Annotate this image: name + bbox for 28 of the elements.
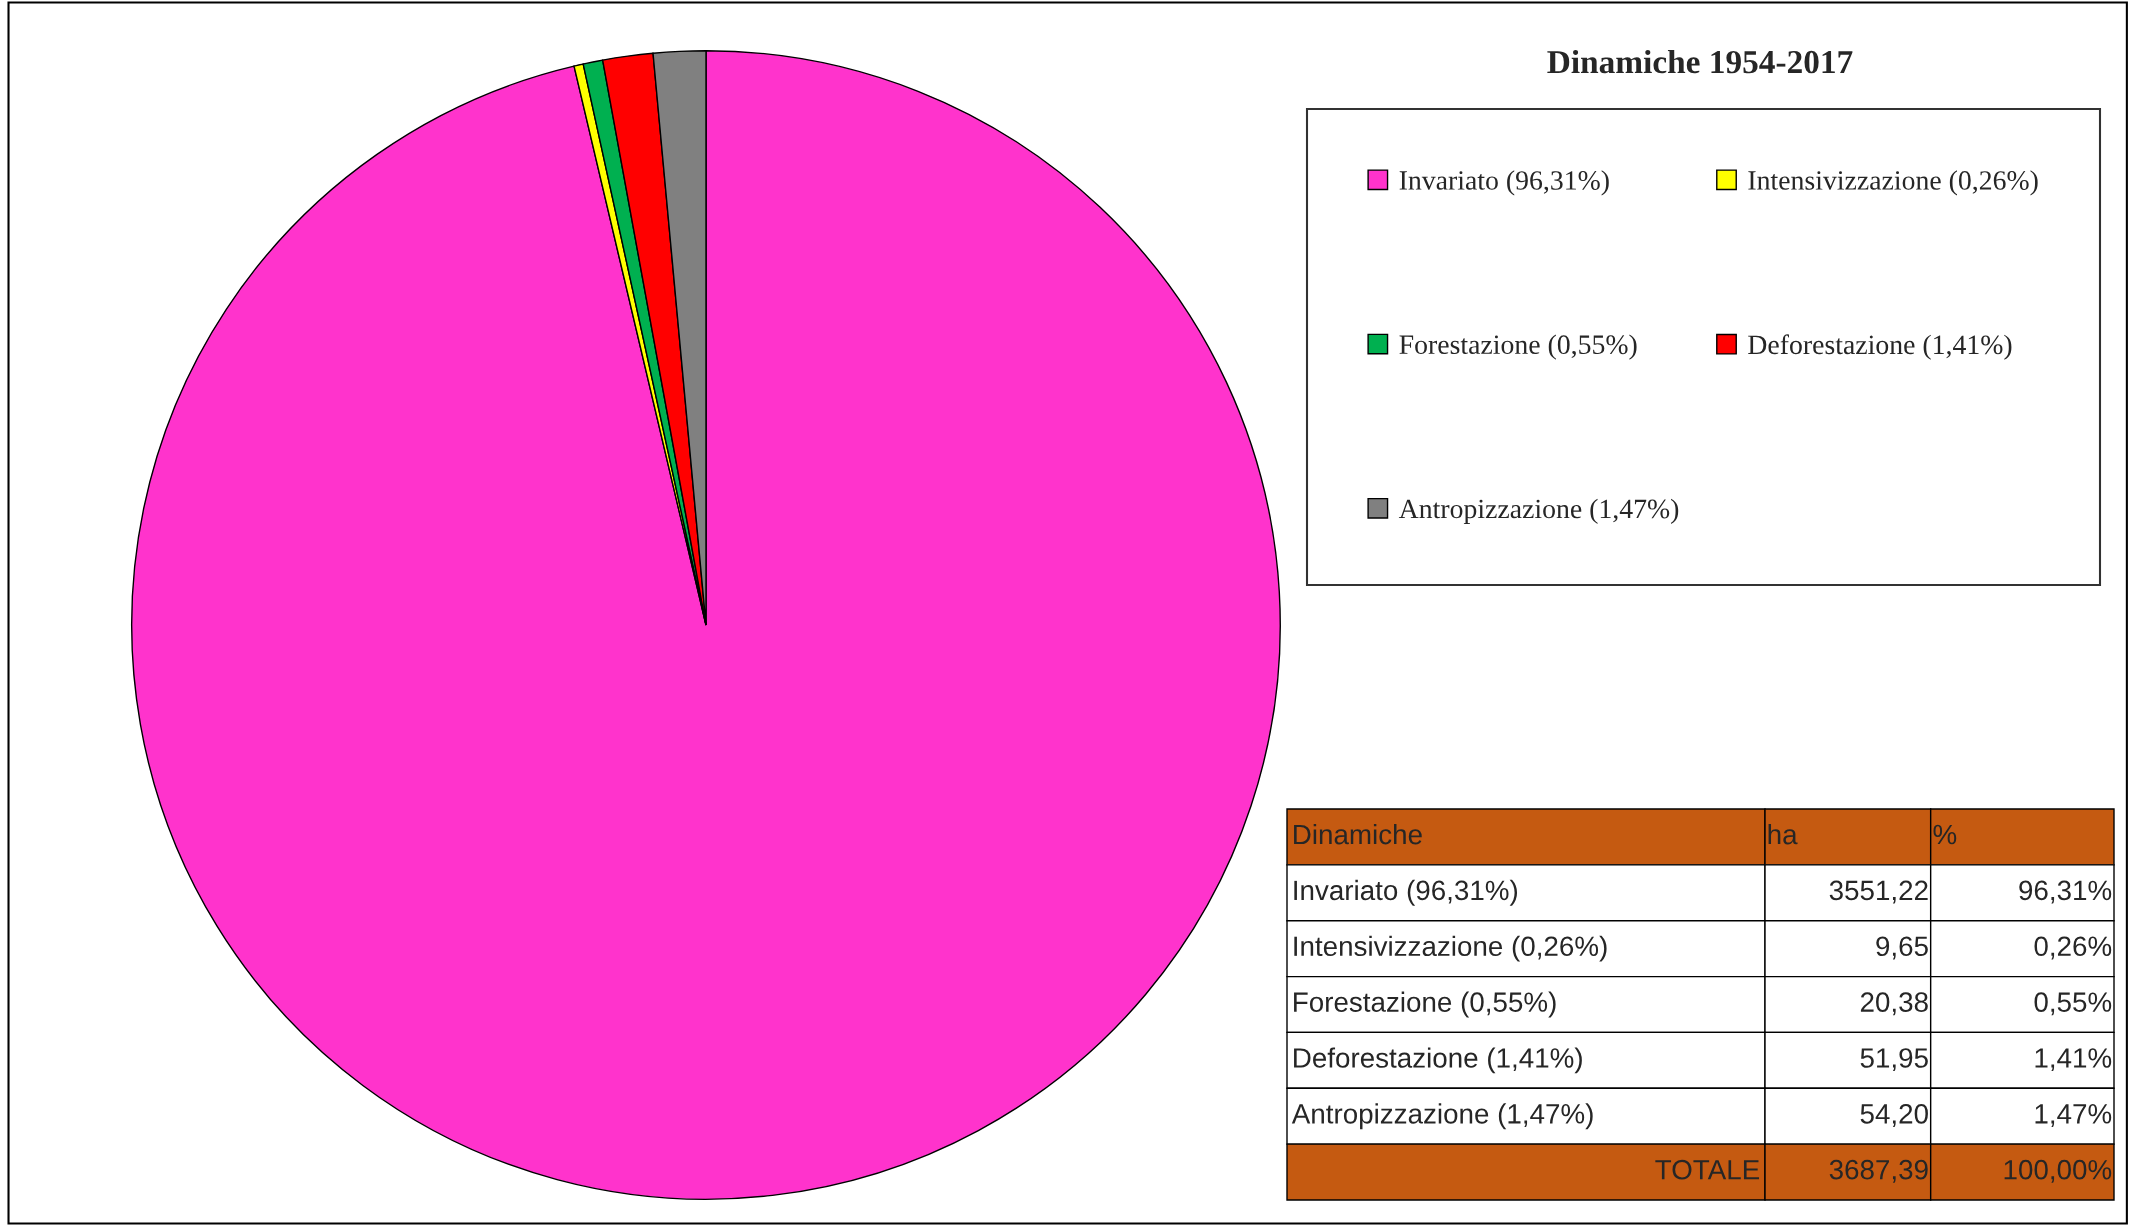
- text: 54,20: [1860, 1104, 1928, 1127]
- text: 0,26%: [2034, 936, 2112, 960]
- legend-label: Intensivizzazione (0,26%): [1748, 170, 2038, 196]
- text: Forestazione (0,55%): [1294, 991, 1556, 1018]
- text: 1,41%: [2035, 1048, 2112, 1072]
- text: 20,38: [1860, 992, 1928, 1016]
- text: Dinamiche: [1294, 823, 1422, 845]
- pie-slice: [131, 50, 1281, 1200]
- legend-label: Invariato (96,31%): [1399, 170, 1609, 196]
- text: Intensivizzazione (0,26%): [1294, 935, 1607, 962]
- text: 96,31%: [2019, 880, 2112, 904]
- text: 51,95: [1860, 1048, 1928, 1072]
- text: %: [1933, 824, 1957, 845]
- text: TOTALE: [1655, 1159, 1760, 1180]
- legend-label: Forestazione (0,55%): [1399, 334, 1637, 360]
- text: Deforestazione (1,41%): [1294, 1047, 1582, 1074]
- text: 0,55%: [2034, 992, 2112, 1016]
- chart-title: Dinamiche 1954-2017: [1547, 49, 1853, 74]
- text: Invariato (96,31%): [1294, 879, 1518, 906]
- text: 3687,39: [1829, 1159, 1928, 1183]
- legend-label: Deforestazione (1,41%): [1748, 334, 2012, 360]
- text: 1,47%: [2035, 1104, 2112, 1127]
- legend-label: Antropizzazione (1,47%): [1398, 498, 1679, 524]
- text: ha: [1768, 823, 1798, 845]
- text: 100,00%: [2004, 1159, 2112, 1183]
- text: 3551,22: [1829, 880, 1928, 904]
- text: Antropizzazione (1,47%): [1291, 1103, 1593, 1130]
- text: 9,65: [1876, 936, 1928, 960]
